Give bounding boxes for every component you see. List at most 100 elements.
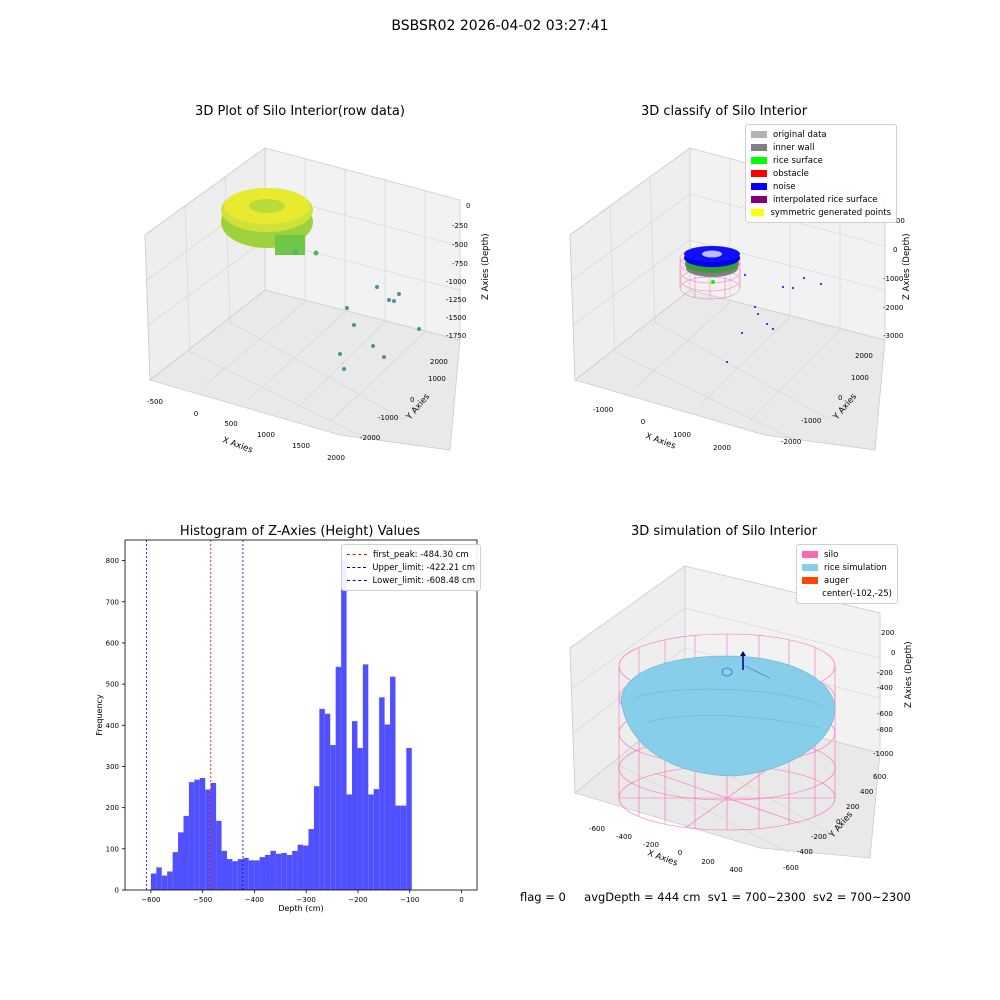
- p1-ytick: -1000: [378, 414, 398, 422]
- y-tick-label: 300: [106, 763, 119, 771]
- p1-xtick: 0: [194, 410, 198, 418]
- p1-ztick: -250: [452, 222, 468, 230]
- legend-item: Lower_limit: -608.48 cm: [347, 574, 475, 587]
- p4-ztick: -600: [877, 710, 893, 718]
- histogram-bar: [286, 855, 293, 890]
- figure-title: BSBSR02 2026-04-02 03:27:41: [391, 18, 609, 34]
- p1-ztick: -1250: [446, 296, 466, 304]
- histogram-bar: [297, 844, 304, 890]
- histogram-bar: [167, 871, 173, 890]
- histogram-bar: [384, 724, 391, 890]
- legend-item: rice simulation: [802, 561, 892, 574]
- histogram-bar: [390, 676, 396, 890]
- legend-swatch: [751, 209, 765, 216]
- legend-swatch: [802, 577, 818, 584]
- legend-swatch: [751, 170, 767, 177]
- legend-line: [347, 567, 367, 568]
- p2-zlabel: Z Axies (Depth): [902, 233, 912, 300]
- p4-xlabel: X Axies: [646, 848, 679, 868]
- p2-ytick: -1000: [801, 417, 821, 425]
- p2-xtick: 1000: [673, 431, 691, 439]
- p4-ytick: 200: [846, 803, 859, 811]
- histogram-bar: [237, 859, 244, 890]
- histogram-bar: [308, 829, 314, 890]
- p4-ytick: 600: [873, 773, 886, 781]
- legend-line: [347, 580, 367, 581]
- p1-ytick: 1000: [428, 375, 446, 383]
- histogram-bar: [226, 859, 233, 890]
- histogram-bar: [188, 782, 195, 890]
- legend-label: inner wall: [773, 142, 815, 153]
- legend-label: Lower_limit: -608.48 cm: [372, 575, 475, 586]
- panel4-3d-plot: -600 -400 -200 0 200 400 600 400 200 0 -…: [569, 565, 914, 874]
- p2-ytick: -2000: [781, 438, 801, 446]
- p4-ztick: -800: [877, 726, 893, 734]
- legend-item: original data: [751, 128, 891, 141]
- p2-xtick: 2000: [713, 444, 731, 452]
- histogram-bar: [351, 721, 358, 890]
- legend-label: obstacle: [773, 168, 809, 179]
- p1-ytick: -2000: [360, 434, 380, 442]
- legend-item: inner wall: [751, 141, 891, 154]
- legend-item: obstacle: [751, 167, 891, 180]
- y-tick-label: 700: [106, 598, 119, 606]
- p1-xtick: -500: [147, 398, 163, 406]
- x-tick-label: −300: [297, 896, 316, 904]
- histogram-bar: [373, 789, 380, 890]
- legend-line: [347, 554, 367, 555]
- p4-ztick: 200: [881, 629, 894, 637]
- legend-item: silo: [802, 548, 892, 561]
- histogram-bar: [319, 708, 325, 890]
- y-tick-label: 500: [106, 681, 119, 689]
- p4-ztick: -1000: [873, 750, 893, 758]
- p2-xtick: 0: [641, 418, 645, 426]
- p2-xtick: -1000: [593, 406, 613, 414]
- p1-ztick: -1750: [446, 332, 466, 340]
- y-tick-label: 0: [115, 887, 119, 895]
- legend-label: symmetric generated points: [770, 207, 891, 218]
- x-tick-label: −400: [245, 896, 264, 904]
- histogram-bar: [183, 815, 189, 890]
- x-tick-label: −600: [141, 896, 160, 904]
- y-tick-label: 400: [106, 722, 119, 730]
- p4-ytick: -200: [811, 833, 827, 841]
- p1-ztick: 0: [466, 202, 470, 210]
- p1-xlabel: X Axies: [221, 435, 254, 455]
- p4-xtick: -200: [643, 841, 659, 849]
- histogram-legend: first_peak: -484.30 cm Upper_limit: -422…: [341, 544, 481, 591]
- histogram-bar: [357, 747, 363, 890]
- p2-ytick: 1000: [851, 374, 869, 382]
- histogram-bar: [221, 850, 227, 890]
- p4-xtick: 400: [729, 866, 742, 874]
- legend-swatch: [751, 144, 767, 151]
- histogram-bar: [400, 805, 407, 890]
- histogram-bar: [216, 820, 222, 890]
- p1-xtick: 2000: [327, 454, 345, 462]
- legend-swatch: [751, 131, 767, 138]
- histogram-bar: [270, 850, 276, 890]
- histogram-bar: [156, 867, 162, 890]
- panel2-title: 3D classify of Silo Interior: [640, 104, 808, 119]
- legend-swatch: [751, 183, 767, 190]
- histogram-bar: [232, 861, 238, 890]
- histogram-bar: [379, 697, 385, 890]
- p2-ytick: 2000: [855, 352, 873, 360]
- legend-swatch: [751, 157, 767, 164]
- p2-ztick: -3000: [883, 332, 903, 340]
- histogram-bar: [259, 857, 266, 890]
- y-tick-label: 600: [106, 639, 119, 647]
- footer-stats: flag = 0 avgDepth = 444 cm sv1 = 700~230…: [520, 890, 911, 904]
- p4-xtick: 200: [701, 858, 714, 866]
- legend-swatch: [802, 551, 818, 558]
- histogram-bar: [194, 779, 200, 890]
- p4-ztick: -200: [877, 669, 893, 677]
- legend-swatch: [802, 564, 818, 571]
- x-tick-label: −500: [193, 896, 212, 904]
- legend-label: original data: [773, 129, 827, 140]
- p2-ztick: 0: [893, 246, 897, 254]
- sv2-text: sv2 = 700~2300: [812, 890, 911, 904]
- histogram-bar: [281, 852, 287, 890]
- legend-item: interpolated rice surface: [751, 193, 891, 206]
- y-tick-label: 200: [106, 804, 119, 812]
- histogram-ylabel: Frequency: [95, 694, 104, 736]
